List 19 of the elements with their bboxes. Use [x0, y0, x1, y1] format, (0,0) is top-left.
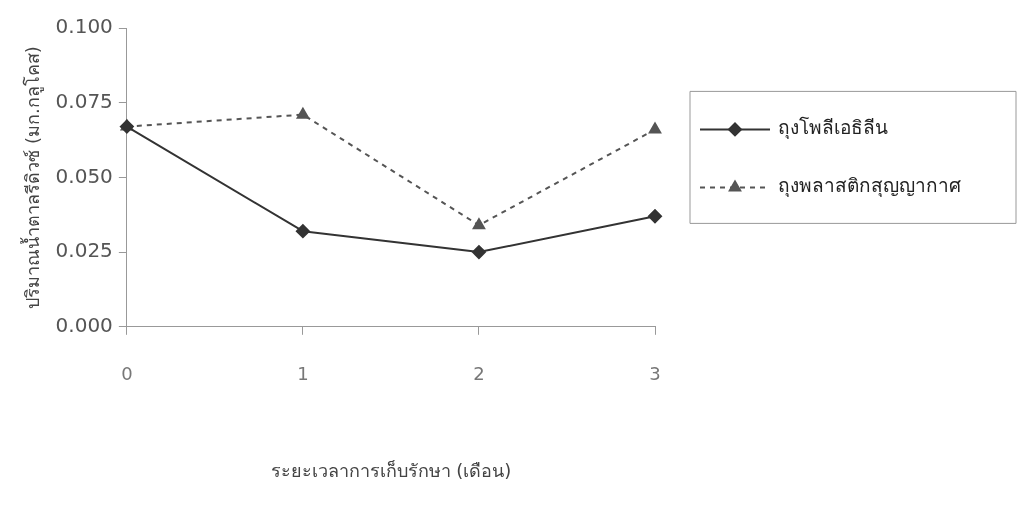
y-tick-label: 0.075 — [55, 88, 113, 113]
x-tick-label: 3 — [649, 363, 661, 385]
point — [471, 245, 486, 260]
y-tick-label: 0.100 — [55, 14, 113, 39]
point — [648, 209, 662, 224]
y-tick-label: 0.050 — [55, 163, 113, 188]
x-tick-label: 2 — [473, 363, 485, 385]
x-tick-label: 0 — [121, 363, 133, 385]
point — [296, 107, 310, 119]
y-axis-title: ปริมาณน้ำตาลรีดิวซ์ (มก.กลูโคส) — [20, 46, 45, 309]
x-axis-title: ระยะเวลาการเก็บรักษา (เดือน) — [270, 458, 512, 481]
point — [648, 122, 662, 134]
legend-label: ถุงโพลีเอธิลีน — [778, 116, 888, 141]
y-tick-label: 0.025 — [55, 238, 113, 263]
x-tick-label: 1 — [297, 363, 309, 385]
point — [472, 218, 486, 230]
point — [295, 224, 310, 239]
y-tick-label: 0.000 — [55, 313, 113, 337]
legend-label: ถุงพลาสติกสุญญากาศ — [778, 174, 961, 199]
